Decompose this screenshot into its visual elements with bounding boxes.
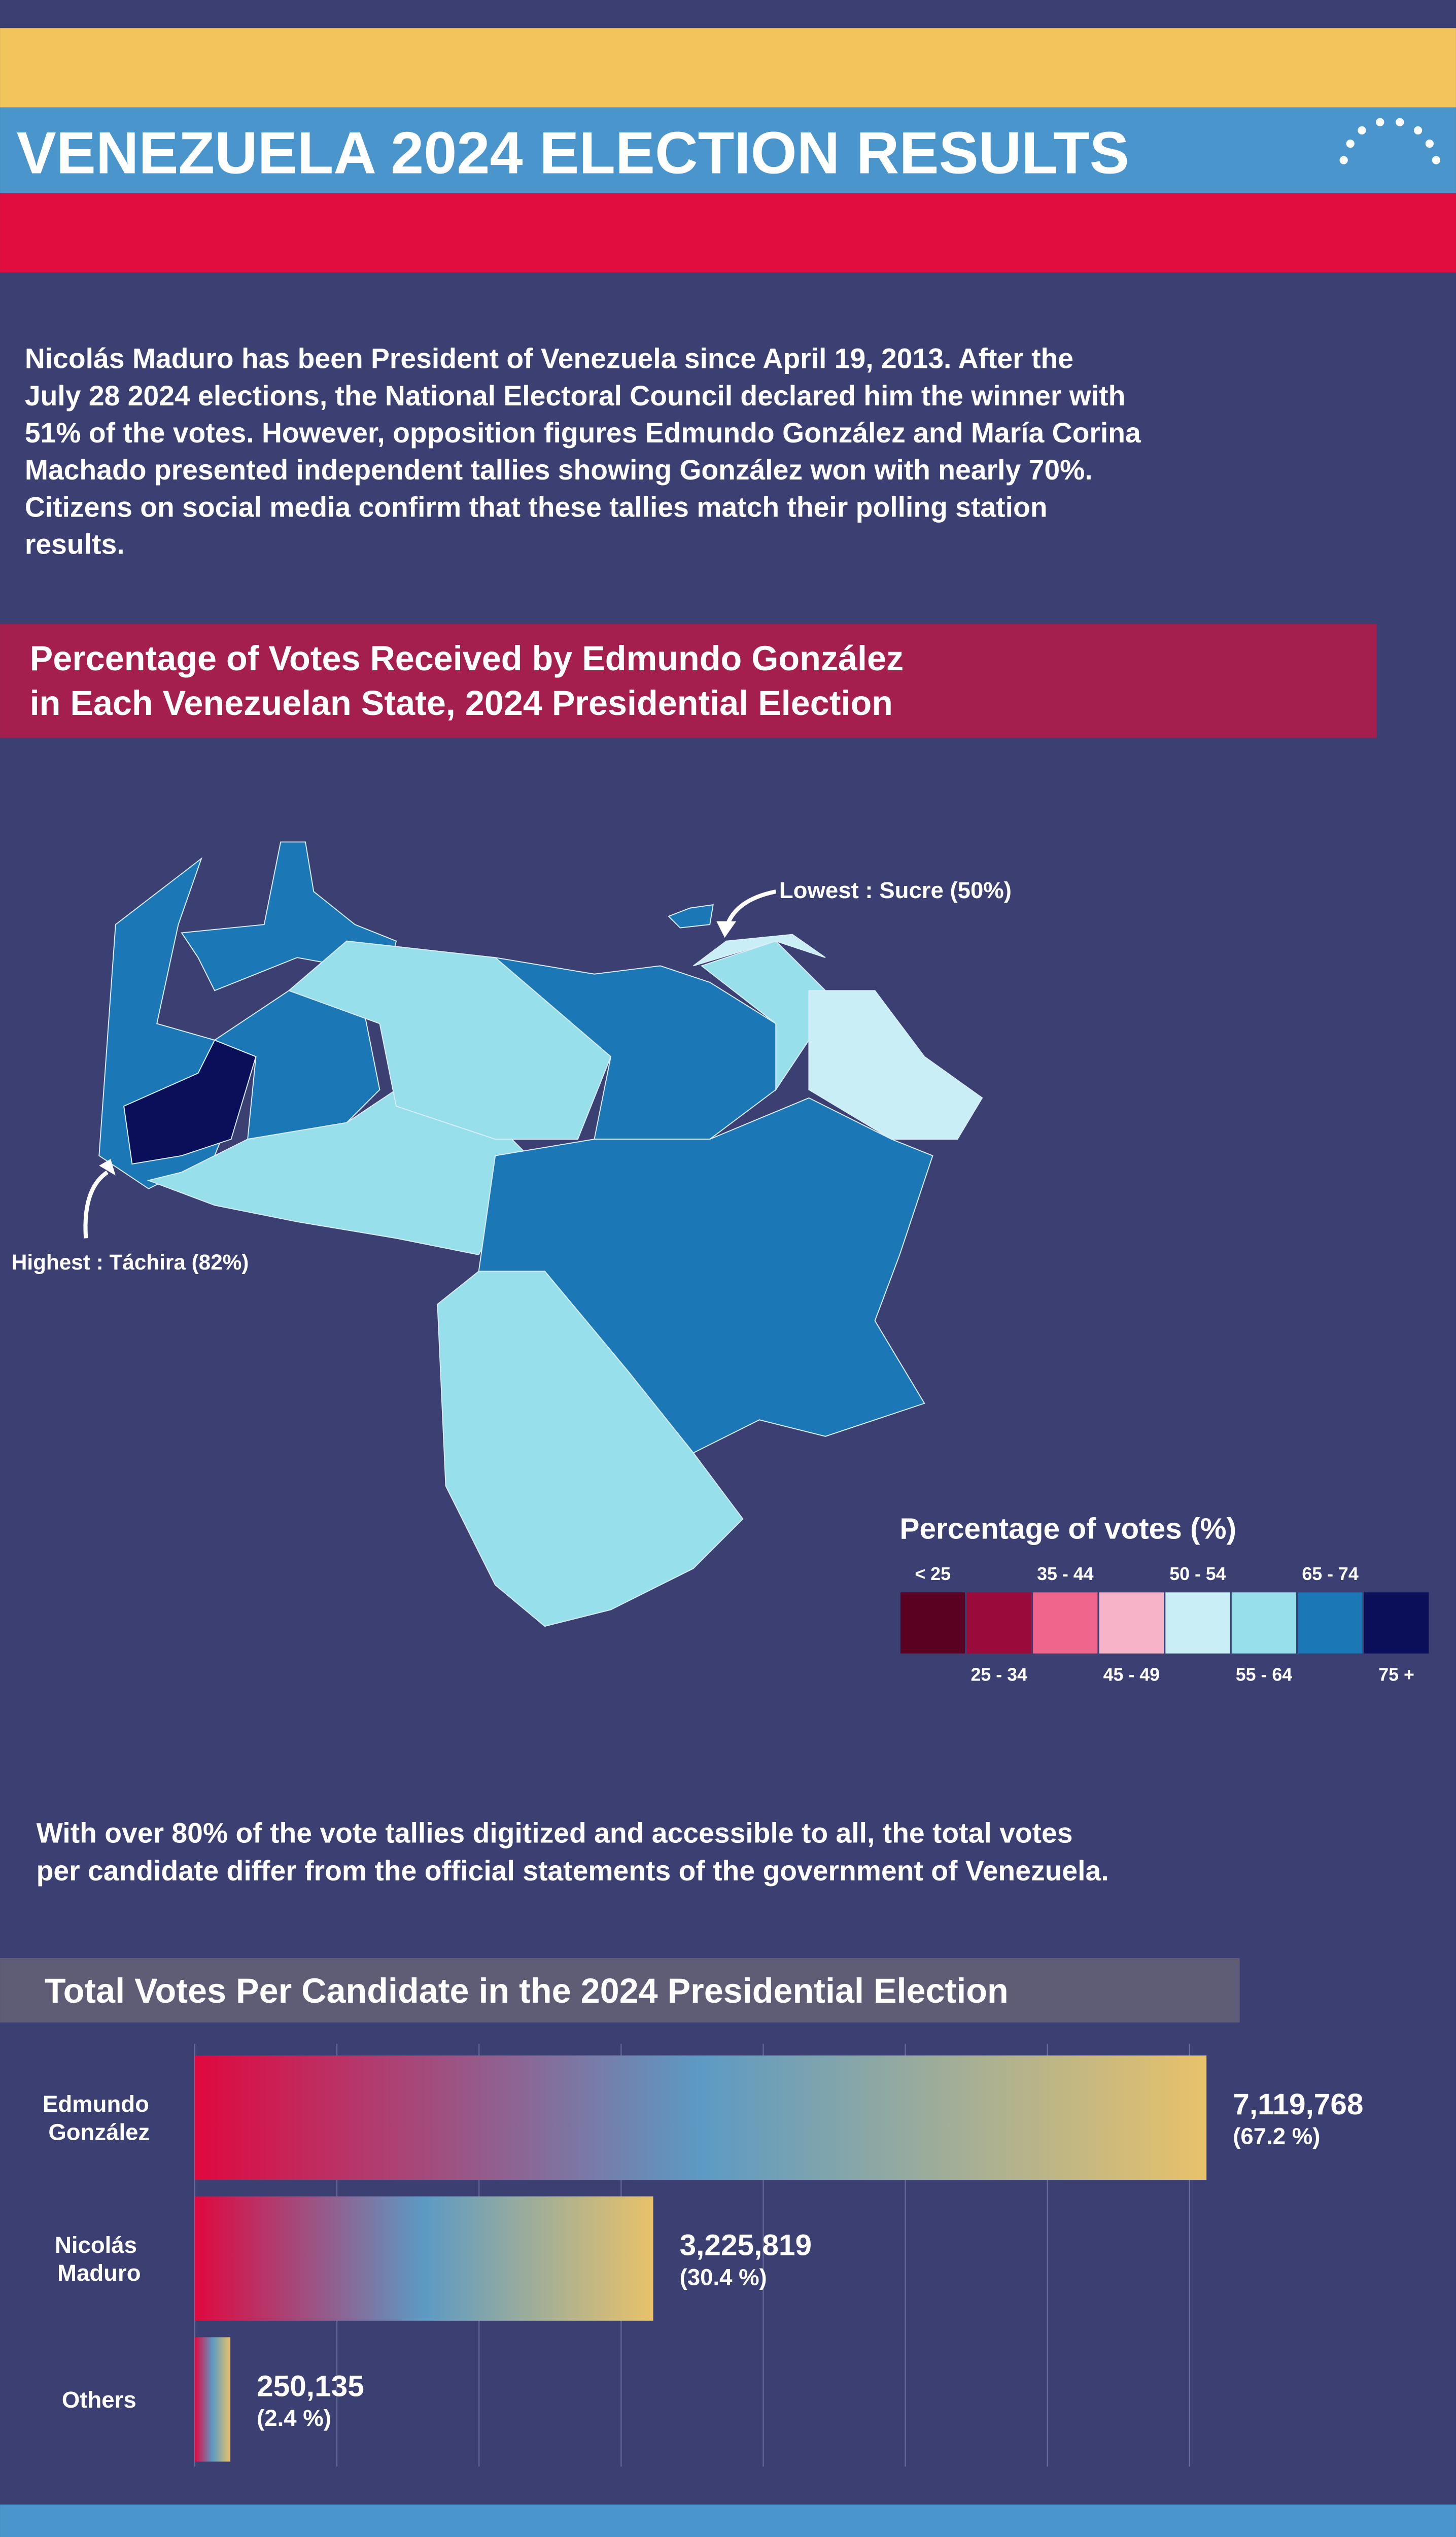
legend-label: 45 - 49	[1103, 1664, 1160, 1685]
legend-swatch	[965, 1591, 1033, 1655]
star	[1425, 139, 1434, 148]
intro-line: Nicolás Maduro has been President of Ven…	[25, 343, 1073, 374]
footer-band	[0, 2505, 1456, 2537]
state-nueva-esparta	[668, 904, 714, 929]
star	[1376, 118, 1384, 126]
legend-swatch	[898, 1591, 967, 1655]
star	[1432, 156, 1441, 164]
legend-swatch	[1230, 1591, 1298, 1655]
arrow-highest	[83, 1170, 109, 1239]
value-label: 3,225,819	[680, 2229, 812, 2262]
star	[1396, 118, 1404, 126]
intro-line: 51% of the votes. However, opposition fi…	[25, 417, 1141, 449]
state-tachira	[123, 1039, 257, 1165]
bar	[195, 2055, 1207, 2180]
statement-line: per candidate differ from the official s…	[37, 1855, 1109, 1887]
category-label-line: González	[48, 2119, 150, 2145]
legend-swatch	[1097, 1591, 1166, 1655]
state-center	[288, 940, 612, 1140]
flag-yellow	[0, 28, 1456, 108]
category-label: Others	[62, 2387, 136, 2413]
category-label-line: Maduro	[57, 2260, 141, 2286]
bar-chart: Edmundo González 7,119,768(67.2 %) Nicolás…	[43, 2044, 1364, 2467]
flag-stars	[1339, 118, 1441, 164]
share-label: (2.4 %)	[257, 2405, 331, 2431]
statement-line: With over 80% of the vote tallies digiti…	[37, 1817, 1073, 1848]
legend-swatch	[1362, 1591, 1431, 1655]
arrow-head	[99, 1159, 116, 1176]
venezuela-map	[98, 841, 983, 1627]
flag-blue	[0, 107, 1456, 193]
intro: Nicolás Maduro has been President of Ven…	[25, 343, 1141, 560]
statement: With over 80% of the vote tallies digiti…	[37, 1817, 1109, 1887]
legend: < 25 25 - 34 35 - 44 45 - 49 50 - 54 55 - 64 6…	[898, 1564, 1431, 1685]
category-label: Nicolás Maduro	[55, 2232, 144, 2286]
legend-swatch	[1031, 1591, 1099, 1655]
legend-label: 35 - 44	[1037, 1564, 1093, 1584]
intro-line: July 28 2024 elections, the National Ele…	[25, 380, 1126, 412]
legend-swatch	[1164, 1591, 1232, 1655]
value-label: 7,119,768	[1233, 2088, 1363, 2121]
share-label: (30.4 %)	[680, 2264, 767, 2290]
map-title: Percentage of Votes Received by Edmundo …	[30, 639, 904, 678]
category-label: Edmundo González	[43, 2091, 156, 2145]
state-amazonas	[437, 1271, 744, 1627]
legend-title: Percentage of votes (%)	[899, 1513, 1236, 1546]
annotation-lowest: Lowest : Sucre (50%)	[779, 877, 1012, 903]
intro-line: Machado presented independent tallies sh…	[25, 454, 1093, 486]
page-title: VENEZUELA 2024 ELECTION RESULTS	[17, 120, 1129, 186]
star	[1339, 156, 1348, 164]
star	[1346, 139, 1355, 148]
intro-line: Citizens on social media confirm that th…	[25, 491, 1048, 523]
bar	[195, 2337, 231, 2462]
legend-label: 65 - 74	[1302, 1564, 1358, 1584]
legend-label: 50 - 54	[1169, 1564, 1226, 1584]
chart-title-box	[0, 1958, 1240, 2022]
legend-label: 75 +	[1378, 1664, 1414, 1685]
flag-red	[0, 193, 1456, 272]
state-delta	[808, 990, 983, 1140]
legend-label: 25 - 34	[971, 1664, 1027, 1685]
category-label-line: Others	[62, 2387, 136, 2413]
state-sucre	[693, 934, 826, 967]
legend-label: 55 - 64	[1236, 1664, 1292, 1685]
bar	[195, 2196, 653, 2321]
map-title: in Each Venezuelan State, 2024 President…	[30, 684, 893, 723]
category-label-line: Nicolás	[55, 2232, 144, 2258]
legend-swatch	[1296, 1591, 1364, 1655]
star	[1358, 126, 1366, 135]
annotation-highest: Highest : Táchira (82%)	[12, 1250, 249, 1274]
arrow-head	[716, 921, 737, 938]
category-label-line: Edmundo	[43, 2091, 156, 2117]
chart-title: Total Votes Per Candidate in the 2024 Pr…	[45, 1972, 1009, 2010]
share-label: (67.2 %)	[1233, 2123, 1320, 2149]
intro-line: results.	[25, 529, 125, 560]
star	[1413, 126, 1423, 135]
value-label: 250,135	[257, 2370, 364, 2403]
legend-label: < 25	[915, 1564, 951, 1584]
map-title-box	[0, 624, 1377, 738]
